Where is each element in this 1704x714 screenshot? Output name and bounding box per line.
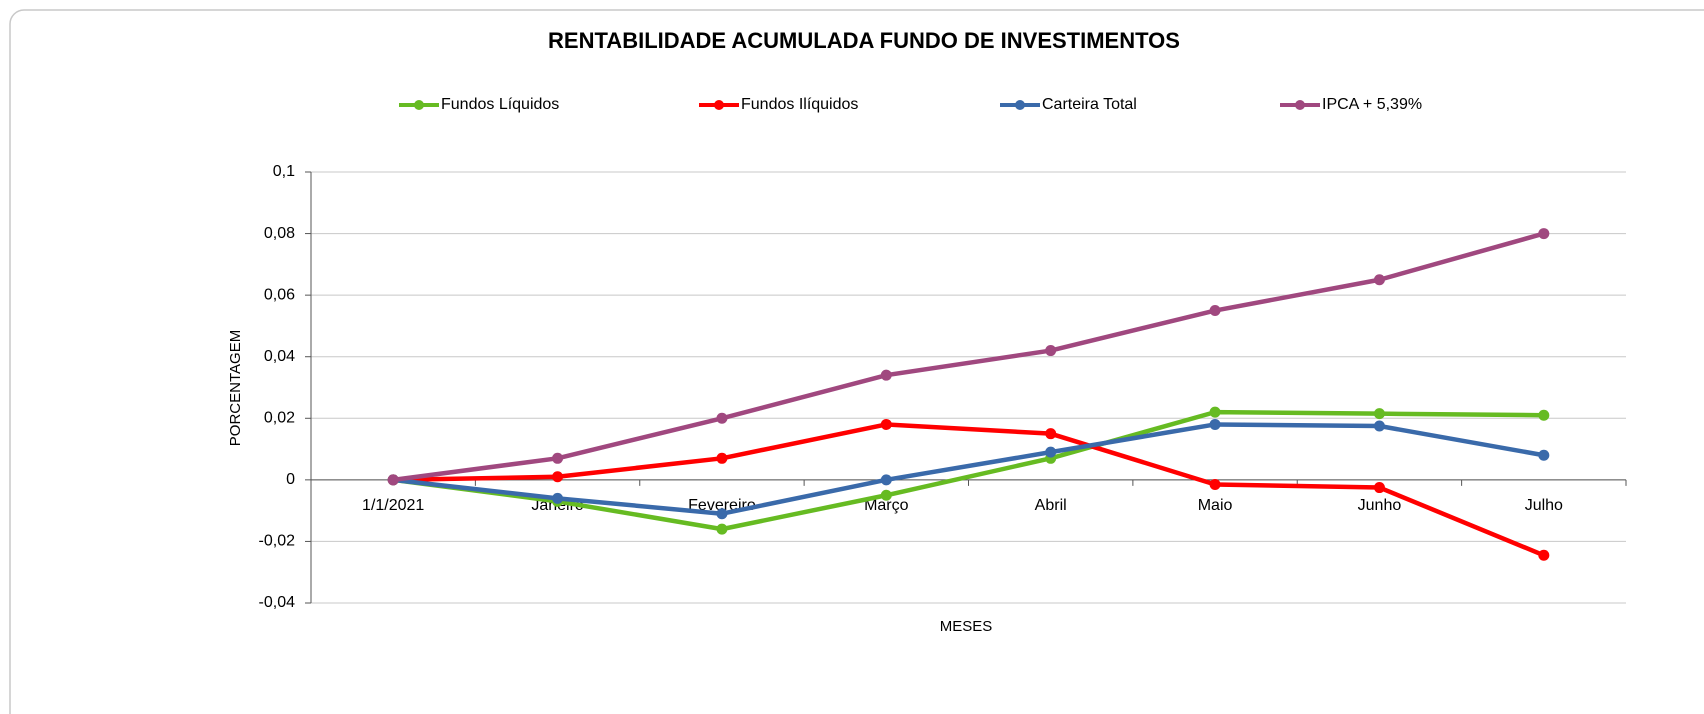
point [1538,449,1550,461]
point [1538,409,1550,421]
legend-label: Fundos Ilíquidos [741,96,858,113]
point [1209,418,1221,430]
series-line [393,422,1545,558]
x-tick-label: Maio [1198,497,1233,514]
point [1373,274,1385,286]
series-line [392,409,1544,532]
point [1209,478,1221,490]
y-tick-label: -0,02 [259,533,296,550]
point [552,471,564,483]
point [1538,549,1550,561]
legend-label: IPCA + 5,39% [1322,96,1422,113]
x-tick-label: Julho [1525,497,1563,514]
y-tick-label: -0,04 [259,594,296,611]
point [1045,428,1057,440]
x-tick-label: Março [864,497,909,514]
point [1209,305,1221,317]
point [880,474,892,486]
point [387,474,399,486]
chart-title: RENTABILIDADE ACUMULADA FUNDO DE INVESTI… [548,28,1180,53]
y-tick-label: 0,02 [264,410,295,427]
y-tick-label: 0,04 [264,348,295,365]
point [880,489,892,501]
x-tick-label: 1/1/2021 [362,497,424,514]
point [716,523,728,535]
point [880,369,892,381]
x-tick-label: Abril [1035,497,1067,514]
point [716,508,728,520]
legend-marker [1295,100,1305,110]
legend-marker [1015,100,1025,110]
y-axis-title: PORCENTAGEM [227,330,244,446]
point [1373,482,1385,494]
point [1045,446,1057,458]
legend-label: Carteira Total [1042,96,1137,113]
point [552,492,564,504]
point [716,412,728,424]
x-axis-title: MESES [940,618,993,635]
point [1209,406,1221,418]
y-tick-label: 0 [286,471,295,488]
point [880,418,892,430]
legend-label: Fundos Líquidos [441,96,559,113]
point [1373,408,1385,420]
point [1538,228,1550,240]
series-line [392,231,1545,483]
y-tick-label: 0,08 [264,225,295,242]
legend-marker [714,100,724,110]
y-tick-label: 0,1 [273,163,295,180]
legend-marker [414,100,424,110]
y-tick-label: 0,06 [264,286,295,303]
point [716,452,728,464]
x-tick-label: Junho [1358,497,1402,514]
point [1045,345,1057,357]
point [552,452,564,464]
chart-frame [9,9,1704,714]
series-line [392,422,1545,516]
point [1373,420,1385,432]
